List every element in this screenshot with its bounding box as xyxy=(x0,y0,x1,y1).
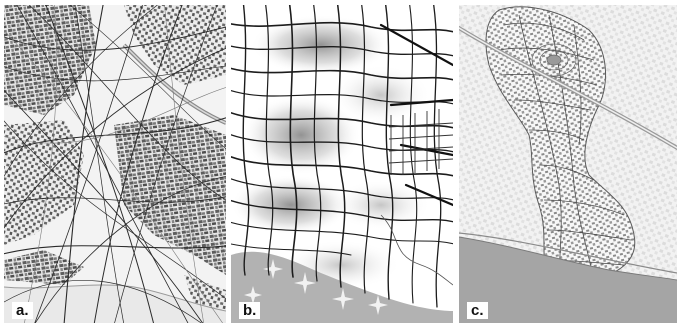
panel-b-label: b. xyxy=(239,302,261,319)
urban-fabric-lines-image xyxy=(4,5,226,323)
panel-a-map: a. xyxy=(4,5,226,323)
panel-c-map: c. xyxy=(459,5,677,323)
panel-c-label: c. xyxy=(467,302,488,319)
panel-b-map: b. xyxy=(231,5,453,323)
deformed-grid-field-image xyxy=(231,5,453,323)
master-plan-image xyxy=(459,5,677,323)
panel-a-label: a. xyxy=(12,302,33,319)
